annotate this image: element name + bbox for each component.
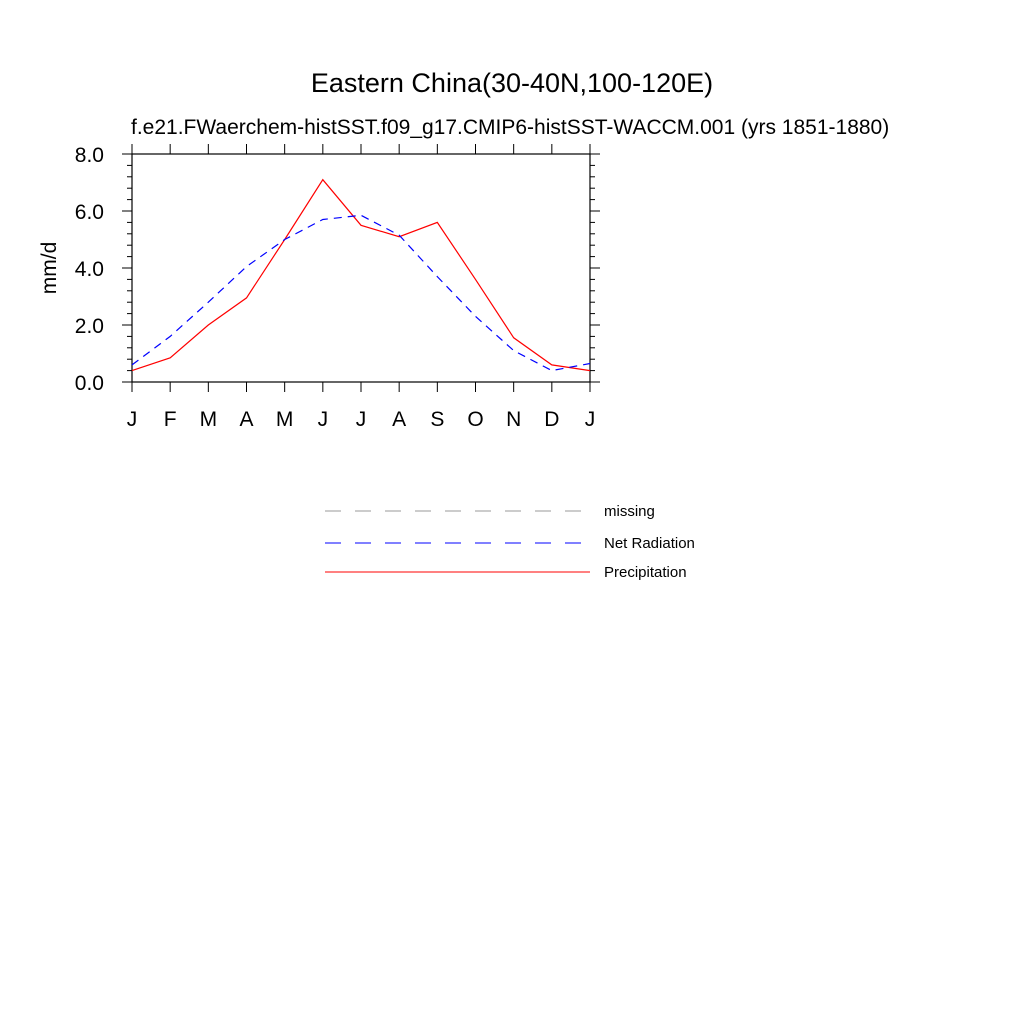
x-tick-label: M [200,408,218,431]
chart-subtitle: f.e21.FWaerchem-histSST.f09_g17.CMIP6-hi… [131,116,890,139]
x-tick-label: J [356,408,367,431]
x-tick-label: J [127,408,138,431]
y-axis-label: mm/d [38,242,61,295]
y-tick-label: 4.0 [75,258,104,281]
x-tick-label: O [467,408,483,431]
chart-title: Eastern China(30-40N,100-120E) [310,68,714,98]
legend-label-missing: missing [604,503,655,520]
x-tick-label: D [544,408,559,431]
x-tick-label: F [164,408,177,431]
x-tick-label: J [318,408,329,431]
plot-frame [131,153,591,383]
x-tick-label: M [276,408,294,431]
y-tick-label: 6.0 [75,201,104,224]
series-line-precipitation [131,178,591,372]
x-tick-label: A [392,408,406,431]
legend-label-net-radiation: Net Radiation [604,535,695,552]
series-line-net-radiation [131,214,591,372]
legend-label-precipitation: Precipitation [604,564,687,581]
y-tick-label: 0.0 [75,372,104,395]
x-tick-label: S [430,408,444,431]
x-tick-label: A [239,408,253,431]
x-tick-label: J [585,408,596,431]
y-tick-label: 2.0 [75,315,104,338]
x-tick-label: N [506,408,521,431]
y-tick-label: 8.0 [75,144,104,167]
